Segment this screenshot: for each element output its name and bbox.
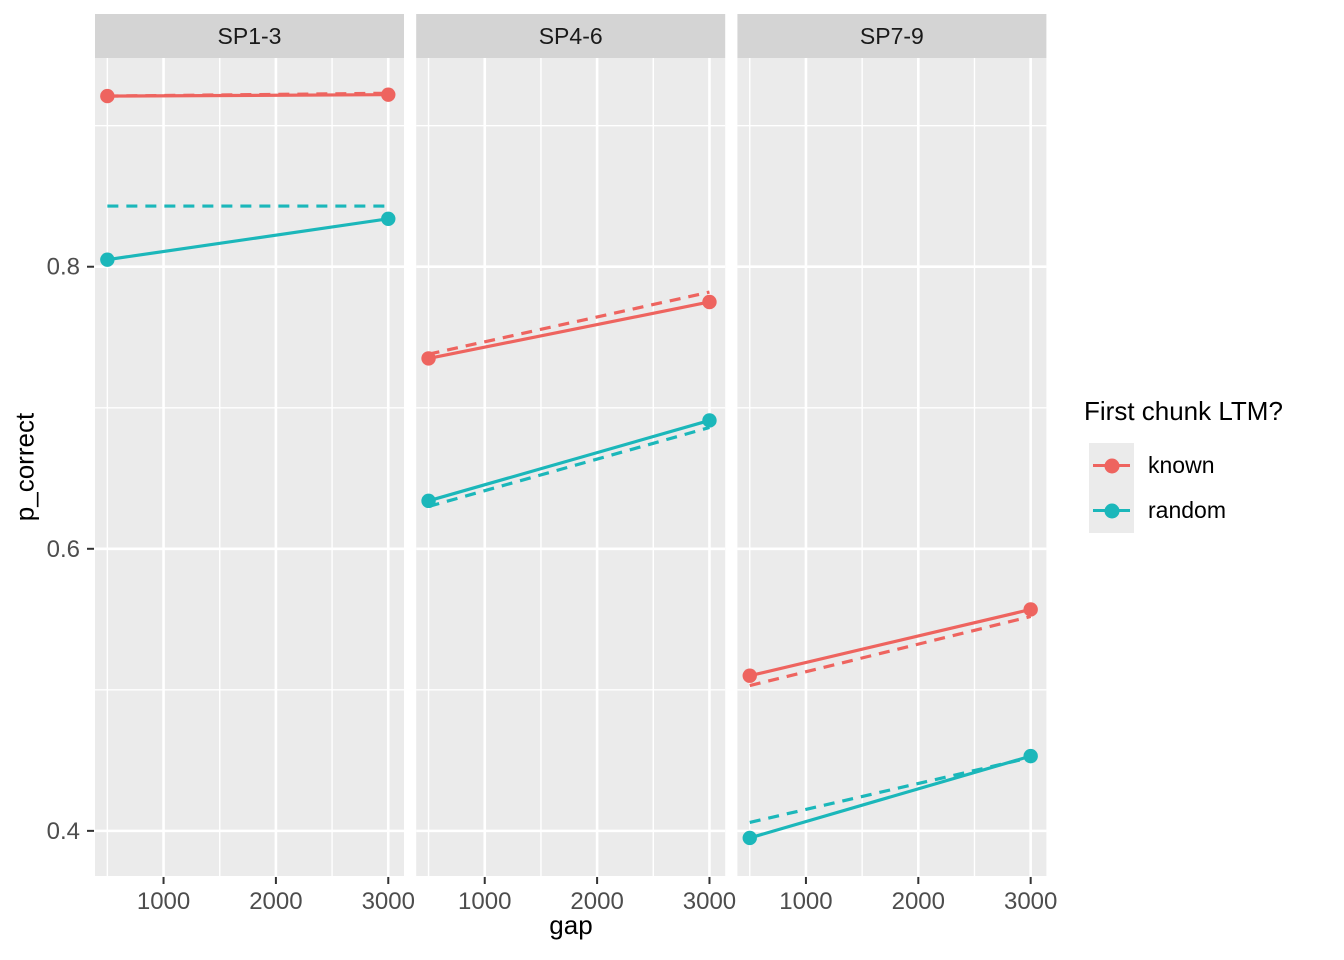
line-random-solid — [749, 754, 1032, 840]
y-tick-label: 0.8 — [47, 254, 80, 281]
y-axis-title: p_correct — [9, 412, 40, 522]
facet-strip — [416, 14, 726, 58]
legend: First chunk LTM? known random — [1084, 396, 1283, 533]
facet-strip-label: SP1-3 — [218, 23, 282, 49]
x-tick-label: 3000 — [683, 888, 736, 915]
legend-entry-known: known — [1089, 443, 1283, 488]
line-random-dashed — [428, 425, 710, 509]
facet-strip-label: SP4-6 — [539, 23, 603, 49]
legend-keys: known random — [1089, 443, 1283, 533]
point-random — [702, 413, 717, 428]
line-known-solid — [107, 93, 389, 98]
legend-point-icon — [1104, 458, 1119, 473]
x-tick-label: 2000 — [892, 888, 945, 915]
x-tick-label: 2000 — [570, 888, 623, 915]
facet-panel-bg — [95, 58, 404, 876]
x-tick-label: 2000 — [249, 888, 302, 915]
point-known — [702, 294, 717, 310]
point-known — [421, 351, 436, 366]
legend-key-box — [1089, 443, 1134, 488]
facet-strip — [95, 14, 404, 58]
legend-label: known — [1148, 452, 1215, 478]
line-known-dashed — [428, 290, 710, 356]
point-random — [421, 493, 436, 509]
line-known-dashed — [749, 614, 1032, 688]
line-known-solid — [428, 300, 710, 360]
point-random — [1023, 748, 1038, 764]
y-tick-label: 0.4 — [47, 818, 80, 845]
point-random — [381, 211, 396, 226]
facet-panel-bg — [416, 58, 726, 876]
facet-strip — [737, 14, 1047, 58]
legend-label: random — [1148, 497, 1226, 523]
point-known — [381, 87, 396, 102]
legend-key-box — [1089, 488, 1134, 533]
line-random-solid — [107, 217, 389, 262]
line-random-solid — [428, 418, 710, 503]
point-random — [742, 830, 757, 846]
x-axis-title: gap — [549, 910, 593, 940]
x-tick-label: 1000 — [458, 888, 511, 915]
legend-entry-random: random — [1089, 488, 1283, 533]
legend-title: First chunk LTM? — [1084, 396, 1283, 426]
legend-point-icon — [1104, 503, 1119, 518]
facet-panel-bg — [737, 58, 1047, 876]
point-known — [100, 88, 115, 104]
point-known — [1023, 602, 1038, 617]
y-tick-label: 0.6 — [47, 536, 80, 563]
x-tick-label: 1000 — [779, 888, 832, 915]
point-random — [100, 252, 115, 267]
point-known — [742, 668, 757, 683]
facet-strip-label: SP7-9 — [860, 23, 924, 49]
line-known-solid — [749, 607, 1032, 678]
x-tick-label: 1000 — [137, 888, 190, 915]
x-tick-label: 3000 — [1004, 888, 1057, 915]
line-random-dashed — [749, 755, 1032, 824]
x-tick-label: 3000 — [362, 888, 415, 915]
